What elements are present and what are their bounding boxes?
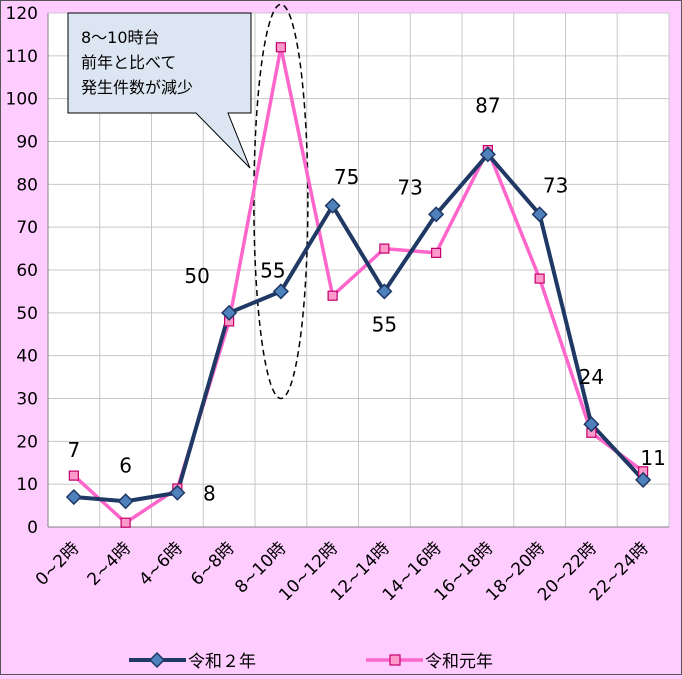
legend-marker-reiwa1 bbox=[389, 654, 401, 666]
data-point-reiwa2 bbox=[531, 206, 548, 223]
data-label: 55 bbox=[260, 258, 285, 282]
y-tick-label: 60 bbox=[16, 261, 38, 281]
legend-label-reiwa1: 令和元年 bbox=[425, 652, 493, 672]
data-point-reiwa1 bbox=[120, 517, 131, 528]
highlight-ellipse bbox=[253, 3, 309, 400]
y-tick-label: 30 bbox=[16, 390, 38, 410]
annotation-text: 発生件数が減少 bbox=[81, 78, 193, 97]
data-label: 8 bbox=[203, 482, 216, 506]
x-tick-label: 2~4時 bbox=[84, 538, 136, 590]
data-label: 24 bbox=[579, 365, 604, 389]
data-point-reiwa2 bbox=[428, 206, 445, 223]
y-tick-label: 20 bbox=[16, 432, 38, 452]
y-tick-label: 40 bbox=[16, 347, 38, 367]
annotation-callout-box bbox=[67, 12, 252, 169]
data-label: 11 bbox=[640, 446, 665, 470]
y-tick-label: 120 bbox=[6, 4, 38, 24]
data-point-reiwa1 bbox=[275, 42, 286, 53]
data-label: 7 bbox=[68, 438, 81, 462]
legend-label-reiwa2: 令和２年 bbox=[188, 652, 256, 672]
y-tick-label: 100 bbox=[6, 90, 38, 110]
y-tick-label: 110 bbox=[6, 47, 38, 67]
y-tick-label: 70 bbox=[16, 218, 38, 238]
x-tick-label: 6~8時 bbox=[187, 538, 239, 590]
y-tick-label: 0 bbox=[27, 518, 38, 538]
data-point-reiwa2 bbox=[221, 304, 238, 321]
data-point-reiwa2 bbox=[583, 416, 600, 433]
data-point-reiwa2 bbox=[117, 493, 134, 510]
data-point-reiwa2 bbox=[272, 283, 289, 300]
y-tick-label: 90 bbox=[16, 133, 38, 153]
data-label: 50 bbox=[184, 264, 209, 288]
y-tick-label: 50 bbox=[16, 304, 38, 324]
x-tick-label: 0~2時 bbox=[32, 538, 84, 590]
annotation-text: 8～10時台 bbox=[81, 28, 160, 47]
data-point-reiwa1 bbox=[68, 470, 79, 481]
data-point-reiwa2 bbox=[65, 488, 82, 506]
data-point-reiwa1 bbox=[534, 273, 545, 284]
legend-marker-reiwa2 bbox=[148, 651, 166, 669]
data-label: 73 bbox=[397, 175, 422, 199]
data-label: 87 bbox=[475, 93, 500, 117]
y-tick-label: 80 bbox=[16, 175, 38, 195]
data-point-reiwa1 bbox=[431, 247, 442, 258]
y-tick-label: 10 bbox=[16, 475, 38, 495]
data-label: 6 bbox=[119, 453, 132, 477]
data-point-reiwa1 bbox=[379, 243, 390, 254]
data-label: 55 bbox=[372, 312, 397, 336]
data-point-reiwa1 bbox=[327, 290, 338, 301]
data-point-reiwa2 bbox=[635, 471, 652, 488]
data-point-reiwa2 bbox=[376, 283, 393, 300]
series-line-reiwa2 bbox=[73, 152, 645, 504]
data-point-reiwa2 bbox=[324, 197, 341, 214]
annotation-text: 前年と比べて bbox=[81, 53, 176, 72]
x-tick-label: 4~6時 bbox=[135, 538, 187, 590]
data-point-reiwa2 bbox=[169, 484, 186, 501]
data-label: 75 bbox=[334, 165, 359, 189]
data-label: 73 bbox=[543, 173, 568, 197]
data-point-reiwa2 bbox=[479, 146, 496, 163]
